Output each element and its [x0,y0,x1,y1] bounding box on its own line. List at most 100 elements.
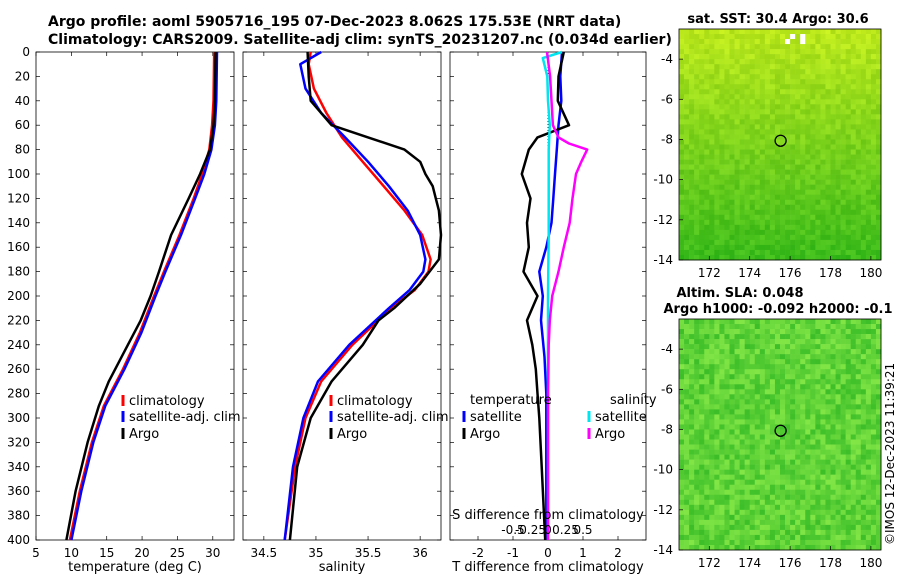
map-cell [759,404,766,410]
map-cell [845,529,851,536]
map-cell [709,469,715,475]
map-cell [739,104,745,110]
map-cell [800,389,806,395]
map-cell [769,54,776,60]
map-cell [679,154,685,160]
map-cell [689,344,695,350]
map-cell [790,354,796,360]
map-cell [774,319,781,325]
map-cell [855,174,862,180]
map-cell [845,34,851,40]
map-cell [744,484,750,491]
map-cell [724,189,730,196]
map-cell [875,394,882,400]
map-cell [835,209,841,216]
map-cell [805,464,811,470]
map-cell [780,454,786,460]
map-cell [719,364,725,370]
map-cell [870,49,877,55]
map-cell [764,89,771,95]
map-cell [679,219,685,226]
map-cell [679,159,685,165]
map-cell [699,324,705,330]
map-cell [875,209,882,216]
map-cell [684,84,690,90]
map-cell [734,154,740,160]
map-cell [729,69,735,75]
map-cell [749,409,756,415]
map-cell [744,54,750,60]
map-cell [875,524,882,531]
map-cell [840,344,846,350]
map-cell [689,119,695,125]
map-cell [759,489,766,496]
map-cell [780,64,786,70]
map-cell [704,484,710,491]
map-cell [679,384,685,390]
map-cell [759,424,766,430]
y-tick-label: 220 [7,313,30,327]
map-cell [734,204,740,211]
map-cell [870,339,877,345]
map-cell [699,354,705,360]
map-cell [820,109,826,115]
map-cell [729,434,735,440]
map-cell [699,334,705,340]
map-cell [875,114,882,120]
map-cell [835,164,841,170]
map-cell [860,54,867,60]
map-cell [860,99,867,105]
map-cell [774,159,781,165]
map-cell [805,319,811,325]
map-cell [845,29,851,35]
map-cell [734,509,740,516]
map-cell [694,114,700,120]
map-cell [875,74,882,80]
map-cell [840,134,846,140]
map-cell [679,399,685,405]
map-cell [769,119,776,125]
map-cell [764,529,771,536]
map-cell [709,529,715,536]
map-cell [875,79,882,85]
map-cell [820,94,826,100]
map-cell [704,344,710,350]
map-cell [684,124,690,130]
map-cell [795,464,801,470]
map-cell [795,499,801,506]
map-cell [855,454,862,460]
map-cell [845,229,851,236]
map-cell [875,89,882,95]
map-cell [805,484,811,491]
map-cell [820,349,826,355]
map-cell [845,39,851,45]
map-cell [769,109,776,115]
map-cell [835,454,841,460]
map-cell [679,224,685,231]
map-cell [785,39,791,45]
map-cell [774,169,781,175]
map-cell [769,459,776,465]
map-cell [739,89,745,95]
map-cell [835,469,841,475]
map-cell [865,424,872,430]
map-cell [769,174,776,180]
sla-map-y-tick-label: -8 [661,422,673,436]
map-cell [704,69,710,75]
map-cell [689,134,695,140]
map-cell [820,244,826,251]
map-cell [830,524,836,531]
map-cell [734,404,740,410]
map-cell [805,119,811,125]
map-cell [754,139,761,145]
map-cell [719,514,725,521]
map-cell [810,49,816,55]
map-cell [694,229,700,236]
map-cell [795,149,801,155]
map-cell [679,34,685,40]
map-cell [759,244,766,251]
map-cell [785,214,791,221]
map-cell [860,104,867,110]
map-cell [835,169,841,175]
map-cell [845,184,851,190]
